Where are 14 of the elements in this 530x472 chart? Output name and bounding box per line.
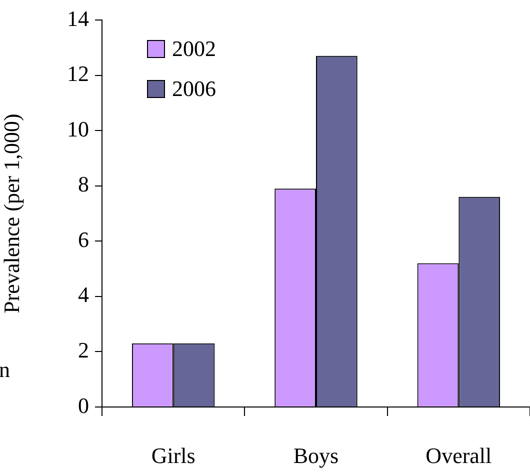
- y-tick-label: 14: [67, 6, 89, 31]
- y-tick-label: 2: [78, 337, 89, 362]
- y-tick-label: 10: [67, 116, 89, 142]
- y-tick-label: 8: [78, 172, 89, 197]
- x-tick-label: Girls: [151, 442, 196, 468]
- y-tick-label: 0: [78, 392, 89, 418]
- y-tick-label: 12: [67, 61, 89, 86]
- legend-label: 2002: [172, 36, 216, 61]
- x-tick-label: Boys: [293, 442, 339, 468]
- y-axis-title: Prevalence (per 1,000): [0, 114, 24, 314]
- x-tick-label: Overall: [426, 442, 492, 468]
- legend-label: 2006: [172, 76, 216, 101]
- y-tick-label: 4: [78, 282, 89, 308]
- y-tick-label: 6: [78, 226, 89, 252]
